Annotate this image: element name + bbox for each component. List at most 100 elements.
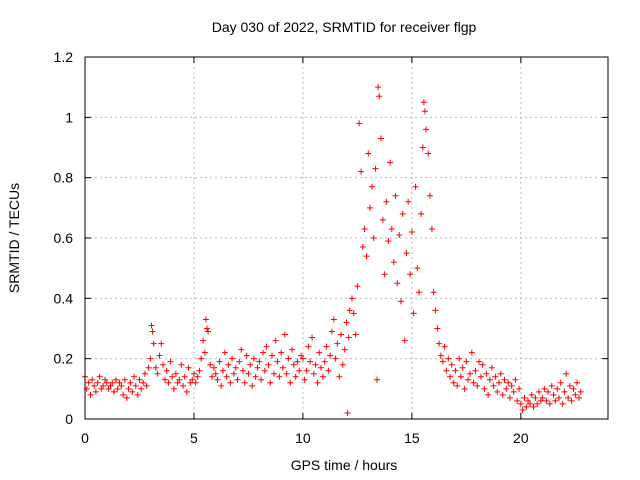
- data-point: [352, 331, 359, 338]
- data-point: [274, 358, 281, 365]
- data-point: [467, 370, 474, 377]
- data-point: [109, 379, 116, 386]
- data-point: [470, 379, 477, 386]
- data-point: [532, 394, 539, 401]
- data-point: [535, 388, 542, 395]
- data-point: [441, 343, 448, 350]
- data-point: [356, 120, 363, 127]
- data-point: [196, 367, 203, 374]
- data-point: [100, 382, 107, 389]
- data-point: [163, 367, 170, 374]
- data-point: [263, 343, 270, 350]
- data-point: [103, 379, 110, 386]
- data-point: [176, 376, 183, 383]
- data-point: [254, 364, 261, 371]
- data-point: [85, 379, 92, 386]
- data-point: [261, 367, 268, 374]
- data-point: [299, 355, 306, 362]
- chart-title: Day 030 of 2022, SRMTID for receiver flg…: [212, 19, 477, 35]
- data-point: [550, 391, 557, 398]
- data-point: [521, 394, 528, 401]
- data-point: [125, 385, 132, 392]
- data-point: [198, 355, 205, 362]
- data-point: [294, 358, 301, 365]
- y-tick-label: 0.2: [54, 351, 74, 367]
- data-point: [212, 370, 219, 377]
- data-point: [410, 310, 417, 317]
- data-point: [149, 328, 156, 335]
- y-tick-label: 0.6: [54, 230, 74, 246]
- data-point: [501, 376, 508, 383]
- data-point: [419, 144, 426, 151]
- data-point: [120, 391, 127, 398]
- data-point: [89, 376, 96, 383]
- data-point: [283, 370, 290, 377]
- data-point: [190, 370, 197, 377]
- data-point: [434, 325, 441, 332]
- data-point: [319, 373, 326, 380]
- data-point: [343, 319, 350, 326]
- data-point: [160, 361, 167, 368]
- data-point: [541, 385, 548, 392]
- data-points: [82, 84, 584, 416]
- data-point: [301, 376, 308, 383]
- data-point: [375, 84, 382, 91]
- data-point: [338, 331, 345, 338]
- data-point: [202, 316, 209, 323]
- data-point: [412, 183, 419, 190]
- data-point: [270, 370, 277, 377]
- data-point: [512, 376, 519, 383]
- data-point: [379, 216, 386, 223]
- data-point: [279, 364, 286, 371]
- data-point: [314, 379, 321, 386]
- data-point: [428, 225, 435, 232]
- data-point: [568, 397, 575, 404]
- data-point: [178, 361, 185, 368]
- data-point: [181, 373, 188, 380]
- data-point: [216, 358, 223, 365]
- data-point: [204, 325, 211, 332]
- data-point: [281, 331, 288, 338]
- data-point: [499, 391, 506, 398]
- data-point: [192, 379, 199, 386]
- data-point: [230, 370, 237, 377]
- data-point: [239, 367, 246, 374]
- x-tick-label: 15: [404, 430, 420, 446]
- data-point: [372, 165, 379, 172]
- data-point: [363, 253, 370, 260]
- data-point: [150, 340, 157, 347]
- data-point: [488, 364, 495, 371]
- data-point: [276, 373, 283, 380]
- data-point: [517, 400, 524, 407]
- data-point: [377, 135, 384, 142]
- data-point: [131, 373, 138, 380]
- data-point: [403, 250, 410, 257]
- data-point: [570, 385, 577, 392]
- data-point: [305, 343, 312, 350]
- data-point: [214, 376, 221, 383]
- data-point: [98, 385, 105, 392]
- data-point: [345, 334, 352, 341]
- data-point: [483, 370, 490, 377]
- data-point: [118, 382, 125, 389]
- data-point: [91, 382, 98, 389]
- x-tick-label: 0: [81, 430, 89, 446]
- data-point: [336, 373, 343, 380]
- data-point: [187, 379, 194, 386]
- data-point: [539, 394, 546, 401]
- data-point: [194, 373, 201, 380]
- data-point: [468, 349, 475, 356]
- data-point: [285, 355, 292, 362]
- data-point: [334, 340, 341, 347]
- data-point: [505, 379, 512, 386]
- data-point: [278, 349, 285, 356]
- data-point: [503, 385, 510, 392]
- data-point: [463, 358, 470, 365]
- data-point: [316, 349, 323, 356]
- data-point: [165, 379, 172, 386]
- data-point: [298, 352, 305, 359]
- data-point: [359, 244, 366, 251]
- data-point: [218, 382, 225, 389]
- data-point: [416, 289, 423, 296]
- data-point: [170, 385, 177, 392]
